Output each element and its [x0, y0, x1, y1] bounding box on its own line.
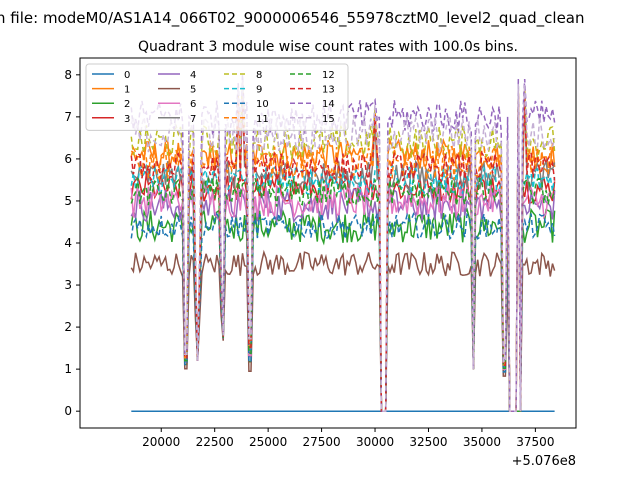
x-tick-label: 32500	[409, 435, 447, 449]
x-axis: 20000 22500 25000 27500 30000 32500 35000 37500	[142, 428, 554, 449]
y-tick-label: 5	[64, 194, 72, 208]
x-tick-label: 37500	[516, 435, 554, 449]
legend-label-12: 12	[322, 70, 335, 81]
legend-label-7: 7	[190, 114, 196, 125]
y-axis: 0 1 2 3 4 5 6 7 8	[64, 68, 80, 418]
legend-label-13: 13	[322, 85, 335, 96]
legend-label-11: 11	[256, 114, 269, 125]
legend-label-0: 0	[124, 70, 130, 81]
legend-box	[85, 63, 349, 131]
x-tick-label: 25000	[249, 435, 287, 449]
legend-label-6: 6	[190, 99, 196, 110]
legend-label-15: 15	[322, 114, 335, 125]
x-tick-label: 27500	[302, 435, 340, 449]
y-tick-label: 8	[64, 68, 72, 82]
legend-label-5: 5	[190, 85, 196, 96]
series-layer	[130, 74, 556, 412]
y-tick-label: 4	[64, 236, 72, 250]
x-tick-label: 30000	[356, 435, 394, 449]
series-line-12	[130, 176, 556, 412]
legend-label-14: 14	[322, 99, 335, 110]
chart-title: Quadrant 3 module wise count rates with …	[138, 39, 518, 55]
x-tick-label: 22500	[196, 435, 234, 449]
legend-label-2: 2	[124, 99, 130, 110]
series-line-11	[130, 88, 556, 412]
legend-label-3: 3	[124, 114, 130, 125]
y-tick-label: 3	[64, 278, 72, 292]
legend-label-8: 8	[256, 70, 262, 81]
series-line-5	[130, 249, 556, 412]
legend-label-10: 10	[256, 99, 269, 110]
y-tick-label: 6	[64, 152, 72, 166]
y-tick-label: 7	[64, 110, 72, 124]
legend-label-4: 4	[190, 70, 196, 81]
series-line-15	[130, 79, 556, 412]
legend-label-9: 9	[256, 85, 262, 96]
figure-suptitle: n file: modeM0/AS1A14_066T02_9000006546_…	[0, 9, 585, 28]
x-axis-offset-label: +5.076e8	[512, 454, 576, 469]
x-tick-label: 35000	[463, 435, 501, 449]
x-tick-label: 20000	[142, 435, 180, 449]
y-tick-label: 0	[64, 404, 72, 418]
y-tick-label: 2	[64, 320, 72, 334]
legend-label-1: 1	[124, 85, 130, 96]
y-tick-label: 1	[64, 362, 72, 376]
